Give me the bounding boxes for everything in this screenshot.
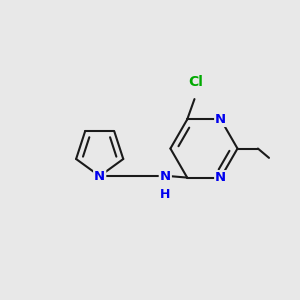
Text: N: N	[94, 169, 105, 183]
Text: Cl: Cl	[188, 75, 203, 89]
Text: N: N	[160, 169, 171, 183]
Text: H: H	[160, 188, 170, 201]
Text: N: N	[215, 171, 226, 184]
Text: N: N	[215, 113, 226, 126]
